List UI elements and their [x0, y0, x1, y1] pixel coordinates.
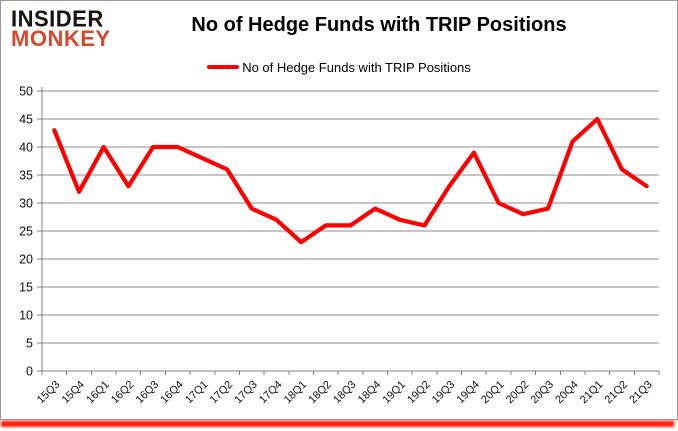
x-axis-label: 18Q4	[356, 379, 384, 407]
x-axis-label: 17Q2	[208, 379, 236, 407]
y-axis-label: 15	[19, 281, 33, 295]
x-axis-label: 18Q3	[331, 379, 359, 407]
legend-line-marker	[207, 65, 240, 69]
x-axis-label: 19Q1	[380, 379, 408, 407]
x-axis-label: 15Q3	[35, 379, 63, 407]
x-axis-label: 17Q3	[232, 379, 260, 407]
logo-text-monkey: MONKEY	[11, 26, 111, 52]
x-axis-label: 17Q1	[183, 379, 211, 407]
y-axis-label: 10	[19, 309, 33, 323]
x-axis-label: 19Q3	[430, 379, 458, 407]
line-chart: 0 5 10 15 20 25 30 35 40 45 50 15Q315Q416Q116Q216Q3…	[19, 85, 660, 407]
x-axis-label: 18Q2	[306, 379, 334, 407]
x-axis-label: 15Q4	[60, 379, 88, 407]
x-axis-label: 16Q2	[109, 379, 137, 407]
x-axis-label: 19Q4	[454, 379, 482, 407]
y-axis-label: 5	[26, 337, 33, 351]
y-axis-label: 30	[19, 197, 33, 211]
x-axis-label: 19Q2	[405, 379, 433, 407]
x-axis-label: 21Q1	[578, 379, 606, 407]
y-axis-label: 45	[19, 113, 33, 127]
x-axis-label: 20Q2	[504, 379, 532, 407]
y-axis-label: 50	[19, 85, 33, 99]
legend-label: No of Hedge Funds with TRIP Positions	[242, 59, 471, 75]
data-line	[52, 116, 649, 245]
chart-panel: INSIDER MONKEY No of Hedge Funds with TR…	[0, 0, 678, 420]
x-axis-label: 20Q3	[529, 379, 557, 407]
x-axis-label: 16Q4	[158, 379, 186, 407]
legend: No of Hedge Funds with TRIP Positions	[1, 59, 677, 75]
x-axis-label: 16Q3	[134, 379, 162, 407]
y-axis-label: 40	[19, 141, 33, 155]
x-axis-label: 18Q1	[282, 379, 310, 407]
y-axis-label: 35	[19, 169, 33, 183]
logo-text-insider: INSIDER	[11, 5, 104, 32]
y-axis-label: 25	[19, 225, 33, 239]
x-axis-label: 16Q1	[84, 379, 112, 407]
y-axis-label: 0	[26, 365, 33, 379]
x-axis-label: 21Q3	[627, 379, 655, 407]
insider-monkey-logo: INSIDER MONKEY	[11, 5, 111, 52]
y-axis-label: 20	[19, 253, 33, 267]
x-axis-label: 20Q1	[479, 379, 507, 407]
x-axis-label: 20Q4	[553, 379, 581, 407]
x-axis-label: 21Q2	[603, 379, 631, 407]
x-axis-label: 17Q4	[257, 379, 285, 407]
chart-title: No of Hedge Funds with TRIP Positions	[191, 14, 567, 36]
red-bottom-accent	[1, 421, 674, 427]
